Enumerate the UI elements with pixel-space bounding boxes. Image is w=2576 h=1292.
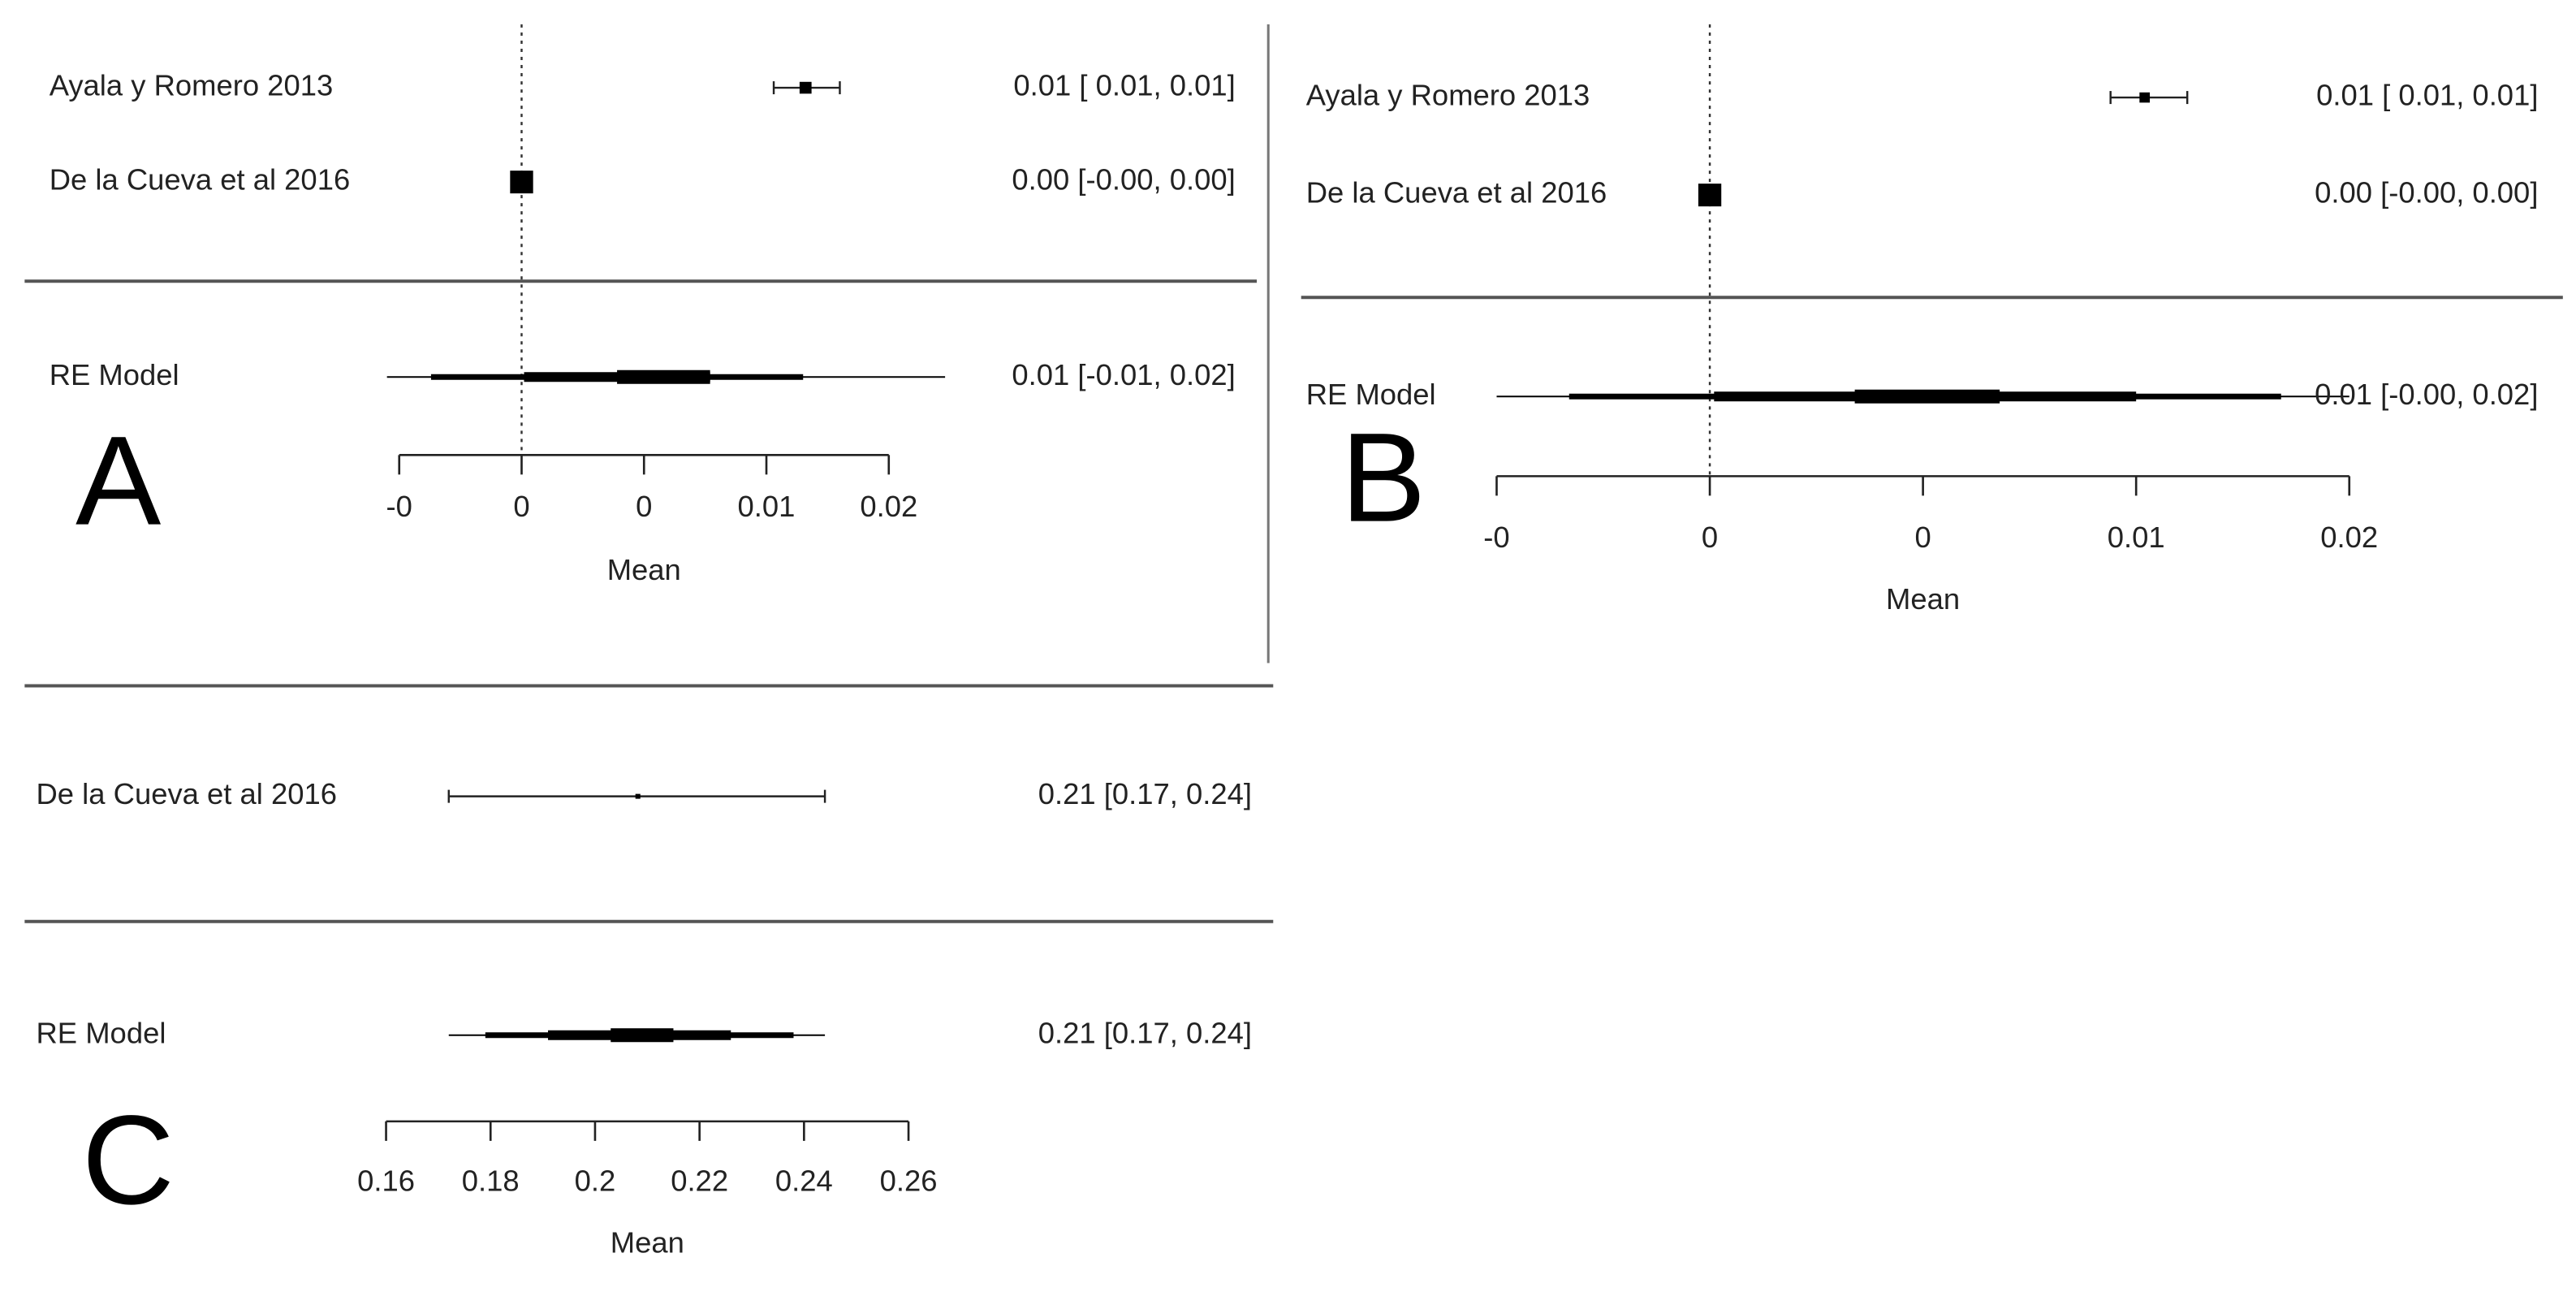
x-tick-label: 0 [513, 490, 529, 523]
model-name: RE Model [1306, 378, 1436, 411]
x-tick-label: 0.18 [462, 1165, 520, 1198]
x-tick-label: 0.26 [880, 1165, 938, 1198]
x-axis-label: Mean [607, 553, 681, 586]
study-name: De la Cueva et al 2016 [1306, 176, 1607, 210]
model-label: 0.01 [-0.00, 0.02] [2315, 378, 2538, 411]
panel-letter: B [1340, 407, 1426, 548]
estimate-square [2139, 92, 2151, 103]
study-name: De la Cueva et al 2016 [50, 163, 351, 197]
x-tick-label: 0 [1914, 521, 1931, 554]
study-label: 0.21 [0.17, 0.24] [1038, 777, 1252, 810]
study-label: 0.00 [-0.00, 0.00] [2315, 176, 2538, 210]
model-label: 0.01 [-0.01, 0.02] [1012, 358, 1235, 391]
study-name: Ayala y Romero 2013 [50, 69, 334, 102]
x-tick-label: -0 [386, 490, 412, 523]
x-axis-label: Mean [611, 1226, 684, 1260]
model-label: 0.21 [0.17, 0.24] [1038, 1016, 1252, 1049]
study-name: De la Cueva et al 2016 [37, 777, 338, 810]
x-tick-label: 0.16 [357, 1165, 415, 1198]
study-label: 0.00 [-0.00, 0.00] [1012, 163, 1235, 197]
x-tick-label: 0.01 [738, 490, 796, 523]
x-axis-label: Mean [1886, 582, 1960, 616]
x-tick-label: 0 [1702, 521, 1718, 554]
estimate-square [799, 81, 812, 94]
panel-letter: C [82, 1090, 175, 1231]
study-name: Ayala y Romero 2013 [1306, 79, 1590, 112]
panel-letter: A [76, 410, 162, 551]
estimate-square [1698, 184, 1722, 207]
x-tick-label: -0 [1483, 521, 1509, 554]
model-name: RE Model [37, 1016, 166, 1049]
x-tick-label: 0 [636, 490, 652, 523]
x-tick-label: 0.24 [775, 1165, 833, 1198]
x-tick-label: 0.2 [575, 1165, 616, 1198]
x-tick-label: 0.02 [2320, 521, 2378, 554]
model-name: RE Model [50, 358, 179, 391]
x-tick-label: 0.02 [860, 490, 917, 523]
study-label: 0.01 [ 0.01, 0.01] [2316, 79, 2538, 112]
study-label: 0.01 [ 0.01, 0.01] [1013, 69, 1235, 102]
x-tick-label: 0.22 [671, 1165, 728, 1198]
estimate-square [510, 171, 533, 194]
estimate-square [635, 793, 641, 799]
x-tick-label: 0.01 [2108, 521, 2165, 554]
